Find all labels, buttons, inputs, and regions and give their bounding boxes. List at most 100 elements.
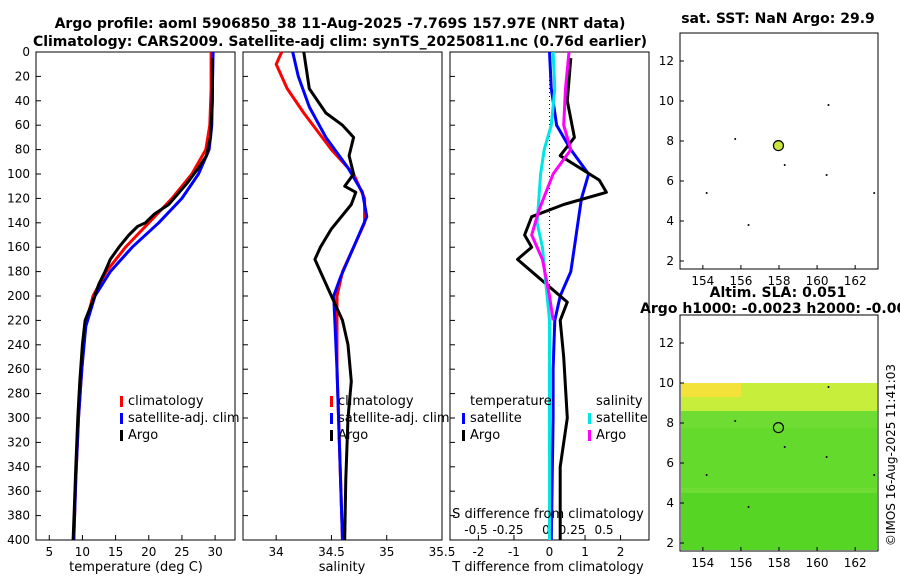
y-tick-label: 140 — [7, 216, 30, 230]
y-tick-label: 12 — [659, 54, 674, 68]
x-tick-label: 158 — [768, 556, 791, 570]
x-tick-label: 0 — [546, 545, 554, 559]
x-tick-label: 34.5 — [318, 545, 345, 559]
x-tick-label: 20 — [141, 545, 156, 559]
x-tick-label: 10 — [75, 545, 90, 559]
legend-swatch-climatology — [120, 396, 123, 407]
x-tick-label: 160 — [806, 274, 829, 288]
series-line-satellite-adj-clim — [291, 51, 369, 541]
x-tick-label: 156 — [729, 556, 752, 570]
top-x-tick-label: 0 — [542, 523, 550, 537]
island — [825, 174, 828, 176]
y-tick-label: 100 — [7, 167, 30, 181]
x-tick-label: 162 — [844, 556, 867, 570]
y-tick-label: 300 — [7, 411, 30, 425]
series-line-argo — [302, 51, 358, 541]
legend-swatch-s-argo — [588, 430, 591, 441]
y-tick-label: 6 — [666, 456, 674, 470]
x-tick-label: 154 — [691, 556, 714, 570]
sla-map-title-2: Argo h1000: -0.0023 h2000: -0.005 — [640, 301, 900, 317]
island — [747, 506, 750, 508]
sla-band-yellow — [681, 383, 741, 397]
y-tick-label: 40 — [15, 94, 30, 108]
temperature-plot: 5 10 15 20 25 3002040608010012014016018020022… — [7, 45, 223, 559]
imos-watermark: ©IMOS 16-Aug-2025 11:41:03 — [884, 364, 898, 546]
x-tick-label: -1 — [508, 545, 520, 559]
island — [705, 474, 708, 476]
legend-title-salinity: salinity — [596, 394, 643, 409]
legend-label-argo: Argo — [128, 428, 158, 443]
y-tick-label: 280 — [7, 387, 30, 401]
legend-title-temperature: temperature — [470, 394, 552, 409]
legend-swatch-satellite — [330, 413, 333, 424]
legend-swatch-s-satellite — [588, 413, 591, 424]
temperature-axes — [35, 51, 236, 541]
y-tick-label: 8 — [666, 416, 674, 430]
x-tick-label: 2 — [617, 545, 625, 559]
legend-swatch-argo — [120, 430, 123, 441]
x-tick-label: 35 — [379, 545, 394, 559]
y-tick-label: 12 — [659, 336, 674, 350]
island — [827, 104, 830, 106]
y-tick-label: 360 — [7, 484, 30, 498]
legend-swatch-t-argo — [462, 430, 465, 441]
y-tick-label: 10 — [659, 94, 674, 108]
y-tick-label: 380 — [7, 509, 30, 523]
y-tick-label: 20 — [15, 69, 30, 83]
y-tick-label: 120 — [7, 191, 30, 205]
salinity-xlabel: salinity — [319, 560, 366, 575]
series-line-argo — [71, 58, 214, 541]
series-line-s-argo — [530, 51, 573, 321]
island — [734, 138, 737, 140]
x-tick-label: 34 — [269, 545, 284, 559]
title-line-2: Climatology: CARS2009. Satellite-adj cli… — [33, 34, 647, 50]
series-line-t-satellite — [548, 51, 591, 541]
x-tick-label: 30 — [207, 545, 222, 559]
difference-xlabel: T difference from climatology — [451, 560, 644, 575]
legend-label-climatology: climatology — [338, 394, 414, 409]
x-tick-label: 1 — [581, 545, 589, 559]
legend-swatch-climatology — [330, 396, 333, 407]
y-tick-label: 2 — [666, 536, 674, 550]
legend-label-climatology: climatology — [128, 394, 204, 409]
salinity-plot: 34 34.5 35 35.5 — [243, 51, 456, 559]
island — [734, 420, 737, 422]
sla-map: 154 156 158 160 162 2 4 6 8 10 12 — [659, 336, 877, 570]
legend-label-satellite: satellite-adj. clim — [128, 411, 240, 426]
legend-label-argo: Argo — [338, 428, 368, 443]
island — [705, 192, 708, 194]
x-tick-label: 158 — [768, 274, 791, 288]
x-tick-label: 25 — [174, 545, 189, 559]
island — [825, 456, 828, 458]
legend-swatch-satellite — [120, 413, 123, 424]
y-tick-label: 0 — [22, 45, 30, 59]
legend-label-t-argo: Argo — [470, 428, 500, 443]
y-tick-label: 4 — [666, 214, 674, 228]
island — [827, 386, 830, 388]
y-tick-label: 400 — [7, 533, 30, 547]
x-tick-label: 156 — [729, 274, 752, 288]
y-tick-label: 8 — [666, 134, 674, 148]
temperature-xlabel: temperature (deg C) — [69, 560, 203, 575]
argo-float-marker — [772, 422, 785, 434]
island — [873, 192, 876, 194]
argo-float-marker — [772, 140, 785, 152]
legend-label-t-satellite: satellite — [470, 411, 522, 426]
series-line-t-argo — [516, 57, 608, 540]
x-tick-label: 162 — [844, 274, 867, 288]
island — [873, 474, 876, 476]
x-tick-label: -2 — [472, 545, 484, 559]
y-tick-label: 340 — [7, 460, 30, 474]
y-tick-label: 180 — [7, 265, 30, 279]
x-tick-label: 5 — [45, 545, 53, 559]
x-tick-label: 35.5 — [429, 545, 456, 559]
series-line-s-satellite — [535, 51, 557, 540]
sst-map-title: sat. SST: NaN Argo: 29.9 — [681, 11, 875, 27]
y-tick-label: 160 — [7, 240, 30, 254]
temperature-legend: climatology satellite-adj. clim Argo — [120, 394, 240, 443]
y-tick-label: 60 — [15, 118, 30, 132]
x-tick-label: 15 — [108, 545, 123, 559]
top-x-tick-label: 0.5 — [594, 523, 613, 537]
y-tick-label: 240 — [7, 338, 30, 352]
